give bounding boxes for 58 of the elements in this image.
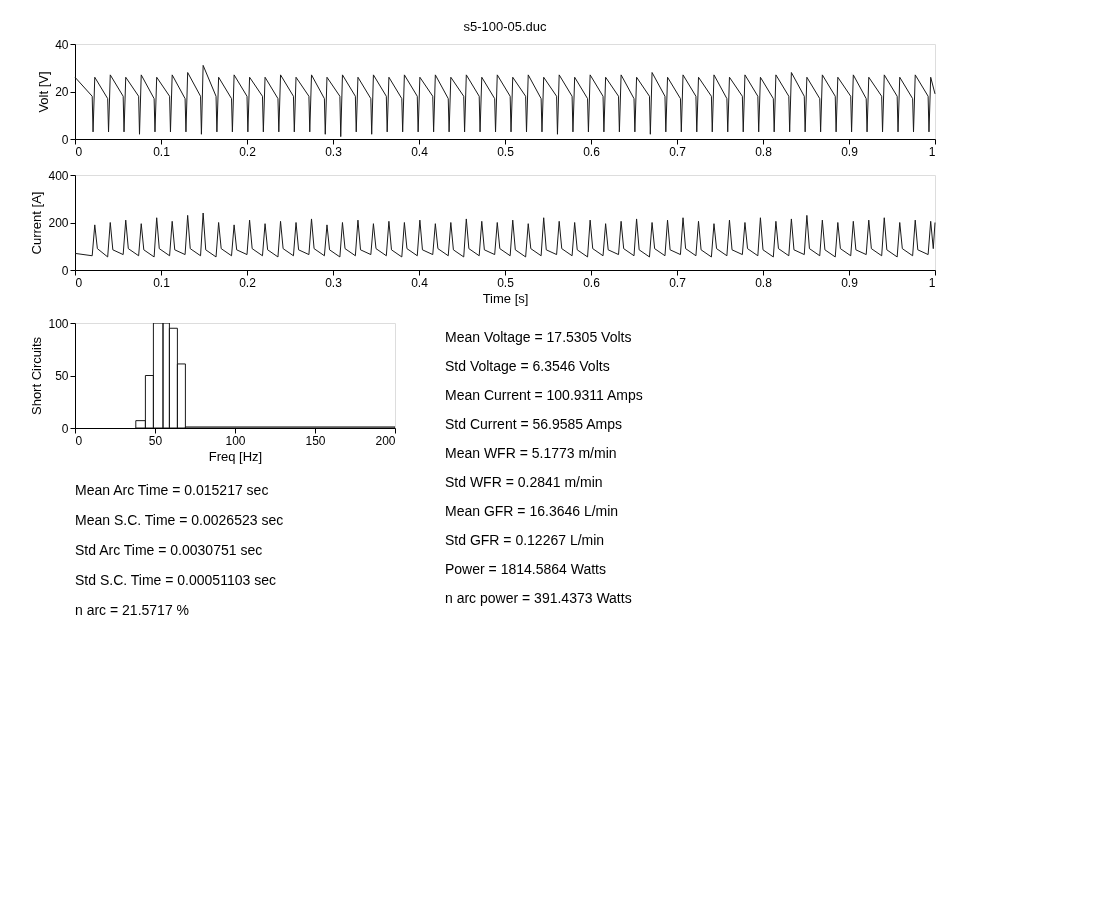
- text: Mean S.C. Time = 0.0026523 sec: [75, 512, 284, 528]
- y-tick-label: 100: [48, 316, 69, 331]
- y-tick-label: 200: [48, 216, 69, 230]
- x-tick-label: 0.4: [411, 144, 429, 159]
- y-axis-title: Short Circuits: [29, 336, 45, 416]
- y-tick-label: 20: [55, 85, 69, 99]
- x-tick-label: 0.6: [583, 275, 601, 290]
- x-tick-label: 0.5: [497, 275, 515, 290]
- text: Mean GFR = 16.3646 L/min: [445, 502, 619, 519]
- text: Mean Current = 100.9311 Amps: [445, 386, 643, 403]
- x-tick-label: 0.6: [583, 144, 601, 159]
- chart-title: s5-100-05.duc: [463, 19, 548, 34]
- x-tick-label: 0: [75, 275, 83, 290]
- y-tick-label: 0: [61, 421, 69, 436]
- text: Std S.C. Time = 0.00051103 sec: [75, 572, 276, 588]
- text: Std Current = 56.9585 Amps: [445, 415, 623, 432]
- y-tick-label: 0: [61, 263, 69, 278]
- text: Std GFR = 0.12267 L/min: [445, 531, 605, 548]
- text: Mean WFR = 5.1773 m/min: [445, 444, 617, 461]
- text: Power = 1814.5864 Watts: [445, 560, 606, 577]
- x-tick-label: 0.8: [755, 144, 773, 159]
- x-tick-label: 0.8: [755, 275, 773, 290]
- x-tick-label: 0.7: [669, 144, 687, 159]
- y-axis-title: Volt [V]: [36, 71, 52, 113]
- x-tick-label: 200: [375, 433, 396, 448]
- x-axis-title: Time [s]: [482, 290, 529, 306]
- text: n arc = 21.5717 %: [75, 602, 190, 618]
- x-tick-label: 0.9: [841, 144, 859, 159]
- x-tick-label: 50: [148, 433, 163, 448]
- x-tick-label: 1: [928, 275, 936, 290]
- y-tick-label: 50: [55, 369, 69, 383]
- text: Std WFR = 0.2841 m/min: [445, 473, 603, 490]
- text: Std Arc Time = 0.0030751 sec: [75, 542, 263, 558]
- text: Mean Arc Time = 0.015217 sec: [75, 482, 269, 498]
- y-tick-label: 40: [55, 37, 69, 52]
- x-tick-label: 0.1: [153, 144, 171, 159]
- x-tick-label: 0.4: [411, 275, 429, 290]
- y-axis-title: Current [A]: [29, 191, 45, 255]
- text: Std Voltage = 6.3546 Volts: [445, 357, 610, 374]
- line-series: [74, 212, 936, 258]
- x-tick-label: 0: [75, 433, 83, 448]
- text: Mean Voltage = 17.5305 Volts: [445, 328, 632, 345]
- x-tick-label: 1: [928, 144, 936, 159]
- y-tick-label: 400: [48, 168, 69, 183]
- y-tick-label: 0: [61, 132, 69, 147]
- x-tick-label: 0.2: [239, 144, 257, 159]
- x-tick-label: 150: [305, 433, 326, 448]
- text: n arc power = 391.4373 Watts: [445, 589, 632, 606]
- x-tick-label: 0.1: [153, 275, 171, 290]
- x-tick-label: 100: [225, 433, 246, 448]
- x-tick-label: 0: [75, 144, 83, 159]
- x-tick-label: 0.3: [325, 275, 343, 290]
- x-axis-title: Freq [Hz]: [208, 448, 263, 464]
- x-tick-label: 0.7: [669, 275, 687, 290]
- x-tick-label: 0.9: [841, 275, 859, 290]
- x-tick-label: 0.5: [497, 144, 515, 159]
- x-tick-label: 0.3: [325, 144, 343, 159]
- x-tick-label: 0.2: [239, 275, 257, 290]
